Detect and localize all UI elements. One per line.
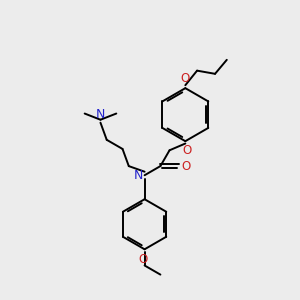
Text: O: O [182, 143, 191, 157]
Text: N: N [96, 108, 105, 121]
Text: O: O [181, 72, 190, 85]
Text: N: N [134, 169, 143, 182]
Text: O: O [139, 253, 148, 266]
Text: O: O [182, 160, 191, 172]
